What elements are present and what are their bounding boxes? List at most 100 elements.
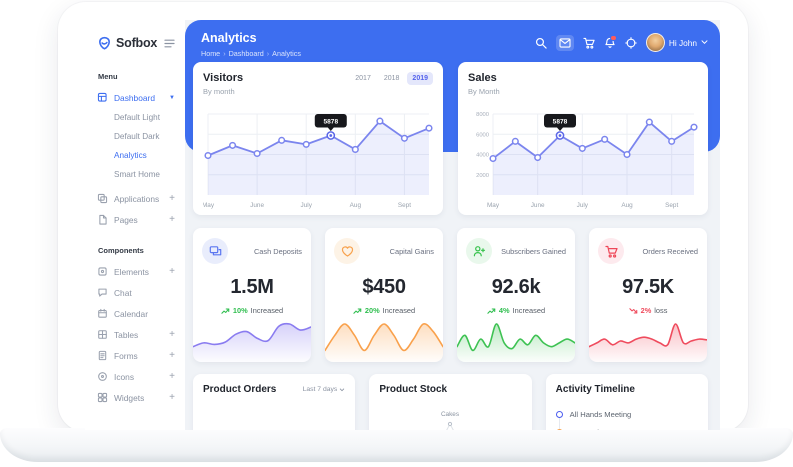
calendar-icon [98, 308, 107, 318]
stat-card-orders-received: Orders Received 97.5K 2% loss [589, 228, 707, 362]
notification-bell-icon[interactable] [604, 34, 617, 49]
plus-icon: + [169, 213, 175, 225]
timeline-dot [555, 410, 563, 418]
stat-sparkline [457, 323, 575, 362]
year-tab-2017[interactable]: 2017 [355, 75, 371, 82]
menu-toggle-icon[interactable] [164, 39, 175, 48]
svg-text:Aug: Aug [621, 202, 633, 209]
timeline-item: All Hands Meeting [555, 405, 698, 423]
laptop-base [0, 428, 793, 462]
sidebar-item-dashboard[interactable]: Dashboard ▼ [97, 87, 175, 108]
breadcrumb-segment[interactable]: Home [201, 49, 221, 58]
plus-icon: + [169, 265, 175, 277]
chevron-down-icon [340, 387, 345, 391]
heart-icon [334, 238, 360, 264]
trend-up-icon [487, 307, 496, 314]
sidebar-subitem-default-light[interactable]: Default Light [114, 113, 160, 122]
breadcrumb-separator: › [223, 49, 226, 58]
menu-section-label: Menu [98, 72, 118, 81]
svg-text:5878: 5878 [323, 118, 338, 125]
icons-icon [98, 372, 107, 381]
year-tabs: 2017 2018 2019 [350, 72, 433, 85]
sidebar-item-icons[interactable]: Icons + [97, 366, 175, 387]
sidebar-item-elements[interactable]: Elements + [97, 261, 175, 282]
visitors-chart: May June July Aug Sept 5878 [203, 113, 433, 209]
cart-icon [598, 238, 624, 264]
stat-change: 20% Increased [325, 306, 443, 315]
breadcrumb-segment[interactable]: Analytics [272, 49, 301, 58]
range-dropdown[interactable]: Last 7 days [303, 386, 346, 393]
svg-text:May: May [203, 202, 215, 209]
stat-change: 10% Increased [193, 306, 311, 315]
sidebar-subitem-analytics[interactable]: Analytics [114, 151, 147, 160]
product-stock-radar-chart: Cakes [441, 411, 459, 430]
stat-sparkline [193, 322, 311, 362]
sidebar-item-label: Forms [114, 350, 138, 361]
activity-timeline-title: Activity Timeline [555, 384, 635, 395]
sidebar-item-pages[interactable]: Pages + [97, 209, 175, 230]
sidebar-item-forms[interactable]: Forms + [97, 345, 175, 366]
tables-icon [98, 330, 107, 339]
deposit-icon [202, 238, 228, 264]
plus-icon: + [169, 349, 175, 361]
stat-value: 97.5K [622, 276, 674, 298]
sidebar-item-tables[interactable]: Tables + [97, 324, 175, 345]
compass-icon[interactable] [625, 36, 637, 49]
sidebar-item-applications[interactable]: Applications + [97, 188, 175, 209]
svg-text:May: May [487, 202, 500, 209]
timeline-dot [555, 428, 563, 430]
sidebar-item-label: Elements [114, 266, 149, 277]
sidebar-item-label: Widgets [114, 392, 145, 403]
trend-down-icon [628, 307, 637, 314]
sidebar-item-chat[interactable]: Chat [97, 282, 175, 303]
sidebar-subitem-default-dark[interactable]: Default Dark [114, 132, 160, 141]
sales-subtitle: By Month [468, 87, 500, 96]
sales-chart: 2000 4000 6000 8000 May June July Aug Sept 5878 [476, 112, 698, 209]
svg-text:5878: 5878 [553, 118, 568, 125]
svg-text:4000: 4000 [476, 153, 489, 159]
main-area: Analytics Home › Dashboard › Analytics [185, 20, 720, 430]
svg-text:Sept: Sept [665, 202, 678, 209]
user-menu[interactable]: Hi John [645, 33, 708, 52]
app-window: Sofbox Menu Dashboard ▼ Default Light Defau… [85, 20, 720, 430]
search-icon[interactable] [535, 37, 547, 49]
breadcrumb-segment[interactable]: Dashboard [228, 49, 264, 58]
trend-up-icon [221, 307, 230, 314]
svg-text:July: July [577, 202, 589, 209]
year-tab-2018[interactable]: 2018 [383, 75, 400, 82]
stat-value: 92.6k [491, 276, 541, 298]
sidebar-item-label: Dashboard [114, 92, 155, 103]
stat-label: Capital Gains [389, 246, 434, 256]
user-avatar [645, 33, 665, 52]
timeline-text: All Hands Meeting [569, 409, 632, 419]
stat-label: Subscribers Gained [501, 246, 566, 256]
stat-change: 4% Increased [457, 306, 575, 315]
page-title: Analytics [201, 31, 257, 45]
sidebar-item-widgets[interactable]: Widgets + [97, 387, 175, 408]
dashboard-icon [97, 92, 107, 102]
widgets-icon [97, 392, 108, 403]
cart-icon[interactable] [583, 37, 595, 49]
sidebar: Sofbox Menu Dashboard ▼ Default Light Defau… [85, 20, 185, 430]
product-orders-card: Product Orders Last 7 days [193, 374, 356, 430]
chevron-down-icon: ▼ [169, 94, 175, 101]
user-greeting: Hi John [668, 37, 697, 48]
svg-text:June: June [250, 202, 264, 209]
mail-icon[interactable] [555, 34, 574, 51]
sidebar-item-calendar[interactable]: Calendar [97, 303, 175, 324]
elements-icon [98, 267, 107, 276]
sales-card: Sales By Month 2000 4000 6000 8000 May June Ju… [458, 62, 708, 215]
visitors-title: Visitors [203, 72, 244, 84]
timeline-time: 15:00 PM [636, 428, 669, 431]
stat-sparkline [325, 323, 443, 362]
user-add-icon [466, 238, 492, 264]
stat-value: 1.5M [230, 276, 274, 298]
sidebar-subitem-smart-home[interactable]: Smart Home [114, 170, 160, 179]
product-stock-card: Product Stock Cakes [369, 374, 532, 430]
stat-card-cash-deposits: Cash Deposits 1.5M 10% Increased [193, 228, 311, 362]
year-tab-2019[interactable]: 2019 [407, 72, 433, 85]
breadcrumb: Home › Dashboard › Analytics [201, 49, 301, 58]
svg-text:8000: 8000 [476, 112, 489, 118]
forms-icon [98, 350, 107, 361]
